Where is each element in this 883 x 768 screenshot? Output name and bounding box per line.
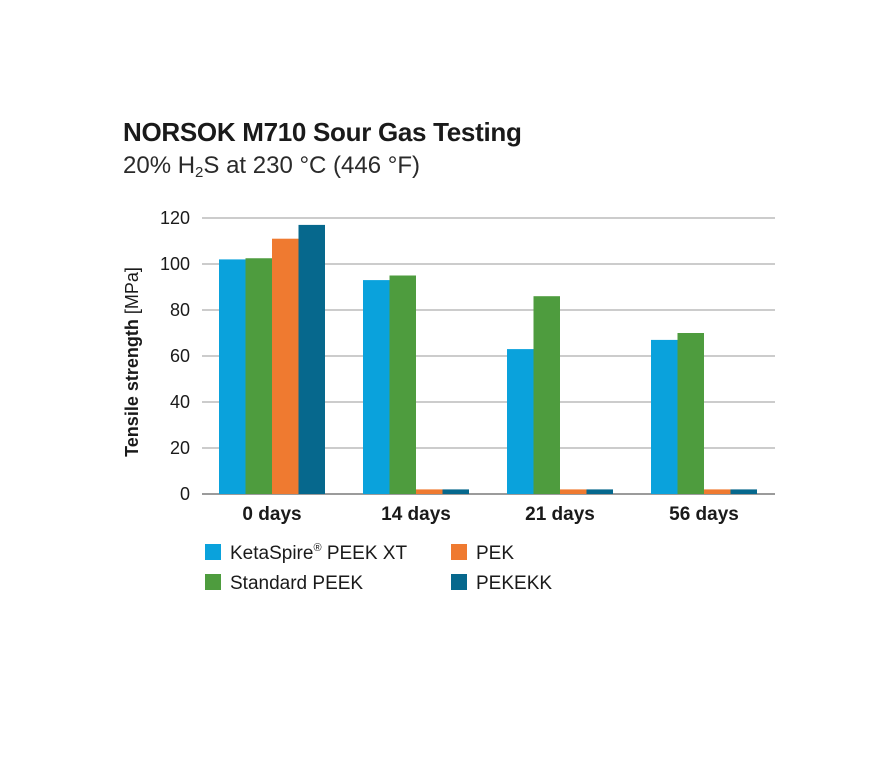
- y-tick-label: 40: [170, 392, 190, 412]
- subtitle-subscript: 2: [195, 164, 204, 181]
- category-label: 21 days: [525, 504, 595, 525]
- legend-label: KetaSpire® PEEK XT: [230, 542, 407, 564]
- bar: [389, 275, 416, 494]
- legend-swatch: [451, 544, 467, 560]
- bars: [219, 224, 757, 494]
- chart-subtitle: 20% H2S at 230 °C (446 °F): [123, 152, 420, 181]
- y-tick-label: 120: [160, 208, 190, 228]
- legend-label: PEK: [476, 543, 514, 564]
- legend-label: PEKEKK: [476, 573, 552, 594]
- category-label: 14 days: [381, 504, 451, 525]
- legend: KetaSpire® PEEK XT Standard PEEK PEK PEKEKK: [205, 542, 552, 594]
- subtitle-prefix: 20% H: [123, 152, 196, 179]
- bar: [363, 280, 390, 494]
- bar: [272, 238, 299, 494]
- bar: [245, 258, 272, 494]
- bar: [219, 259, 246, 494]
- category-label: 56 days: [669, 504, 739, 525]
- y-tick-label: 100: [160, 254, 190, 274]
- bar: [704, 489, 731, 494]
- y-tick-label: 80: [170, 300, 190, 320]
- subtitle-suffix: S at 230 °C (446 °F): [203, 152, 421, 179]
- legend-swatch: [205, 544, 221, 560]
- y-tick-label: 20: [170, 438, 190, 458]
- bar: [507, 349, 534, 494]
- bar: [677, 333, 704, 494]
- chart-title: NORSOK M710 Sour Gas Testing: [123, 117, 522, 147]
- y-axis-label-unit: [MPa]: [122, 267, 142, 319]
- y-tick-label: 60: [170, 346, 190, 366]
- y-tick-labels: 0 20 40 60 80 100 120: [160, 208, 190, 504]
- bar: [651, 339, 678, 494]
- bar: [416, 489, 443, 494]
- legend-swatch: [205, 574, 221, 590]
- y-tick-label: 0: [180, 484, 190, 504]
- bar: [560, 489, 587, 494]
- bar: [298, 224, 325, 494]
- bar: [730, 489, 757, 494]
- bar: [442, 489, 469, 494]
- legend-label: Standard PEEK: [230, 573, 363, 594]
- category-label: 0 days: [242, 504, 301, 525]
- bar: [586, 489, 613, 494]
- y-axis-label-main: Tensile strength: [122, 319, 142, 457]
- category-labels: 0 days 14 days 21 days 56 days: [242, 504, 738, 525]
- y-axis-label: Tensile strength [MPa]: [122, 267, 142, 457]
- legend-swatch: [451, 574, 467, 590]
- bar: [533, 296, 560, 494]
